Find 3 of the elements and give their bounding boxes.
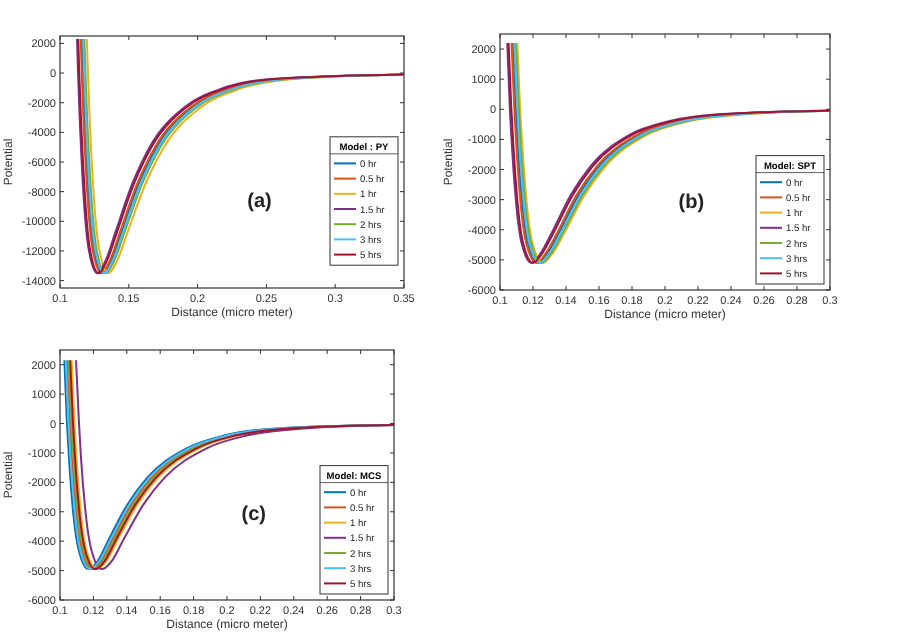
annotation: (b)	[678, 192, 705, 215]
annotation: (a)	[247, 191, 272, 214]
annotation: (c)	[241, 504, 266, 526]
